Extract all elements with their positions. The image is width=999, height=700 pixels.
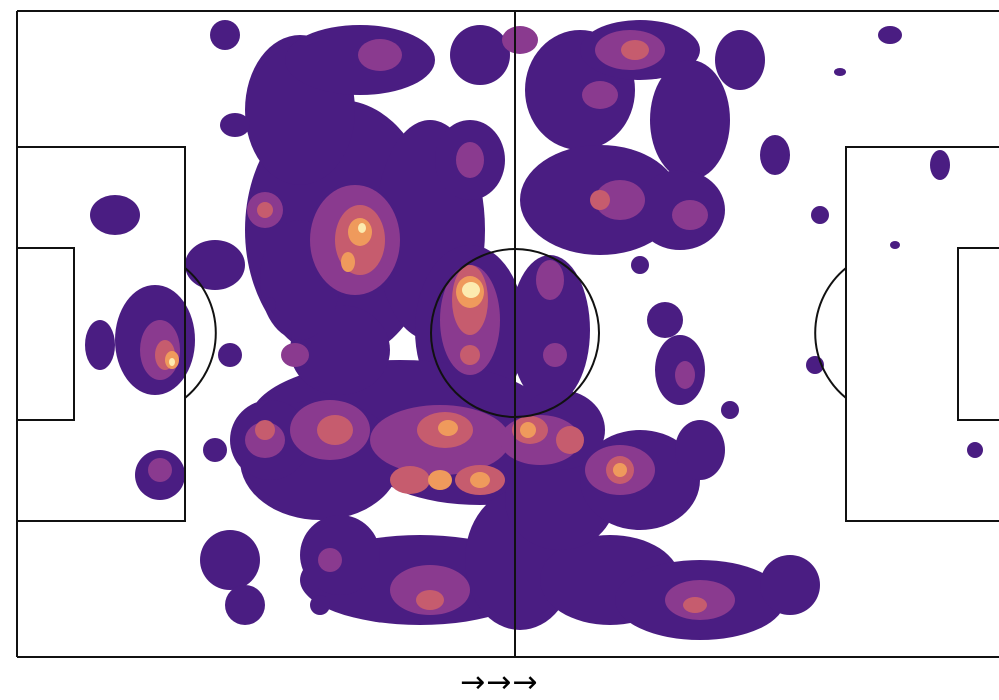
heat-layer [85,20,983,640]
right-penalty-arc [814,267,847,399]
pitch-lines [16,10,999,658]
density-level-3 [155,40,707,613]
right-six-yard-box [957,247,999,421]
left-six-yard-box [16,247,75,421]
left-penalty-arc [184,267,217,399]
attack-direction-arrows: →→→ [460,665,539,700]
right-penalty-box [845,146,999,522]
centre-circle [430,248,600,418]
density-level-5 [169,223,480,366]
